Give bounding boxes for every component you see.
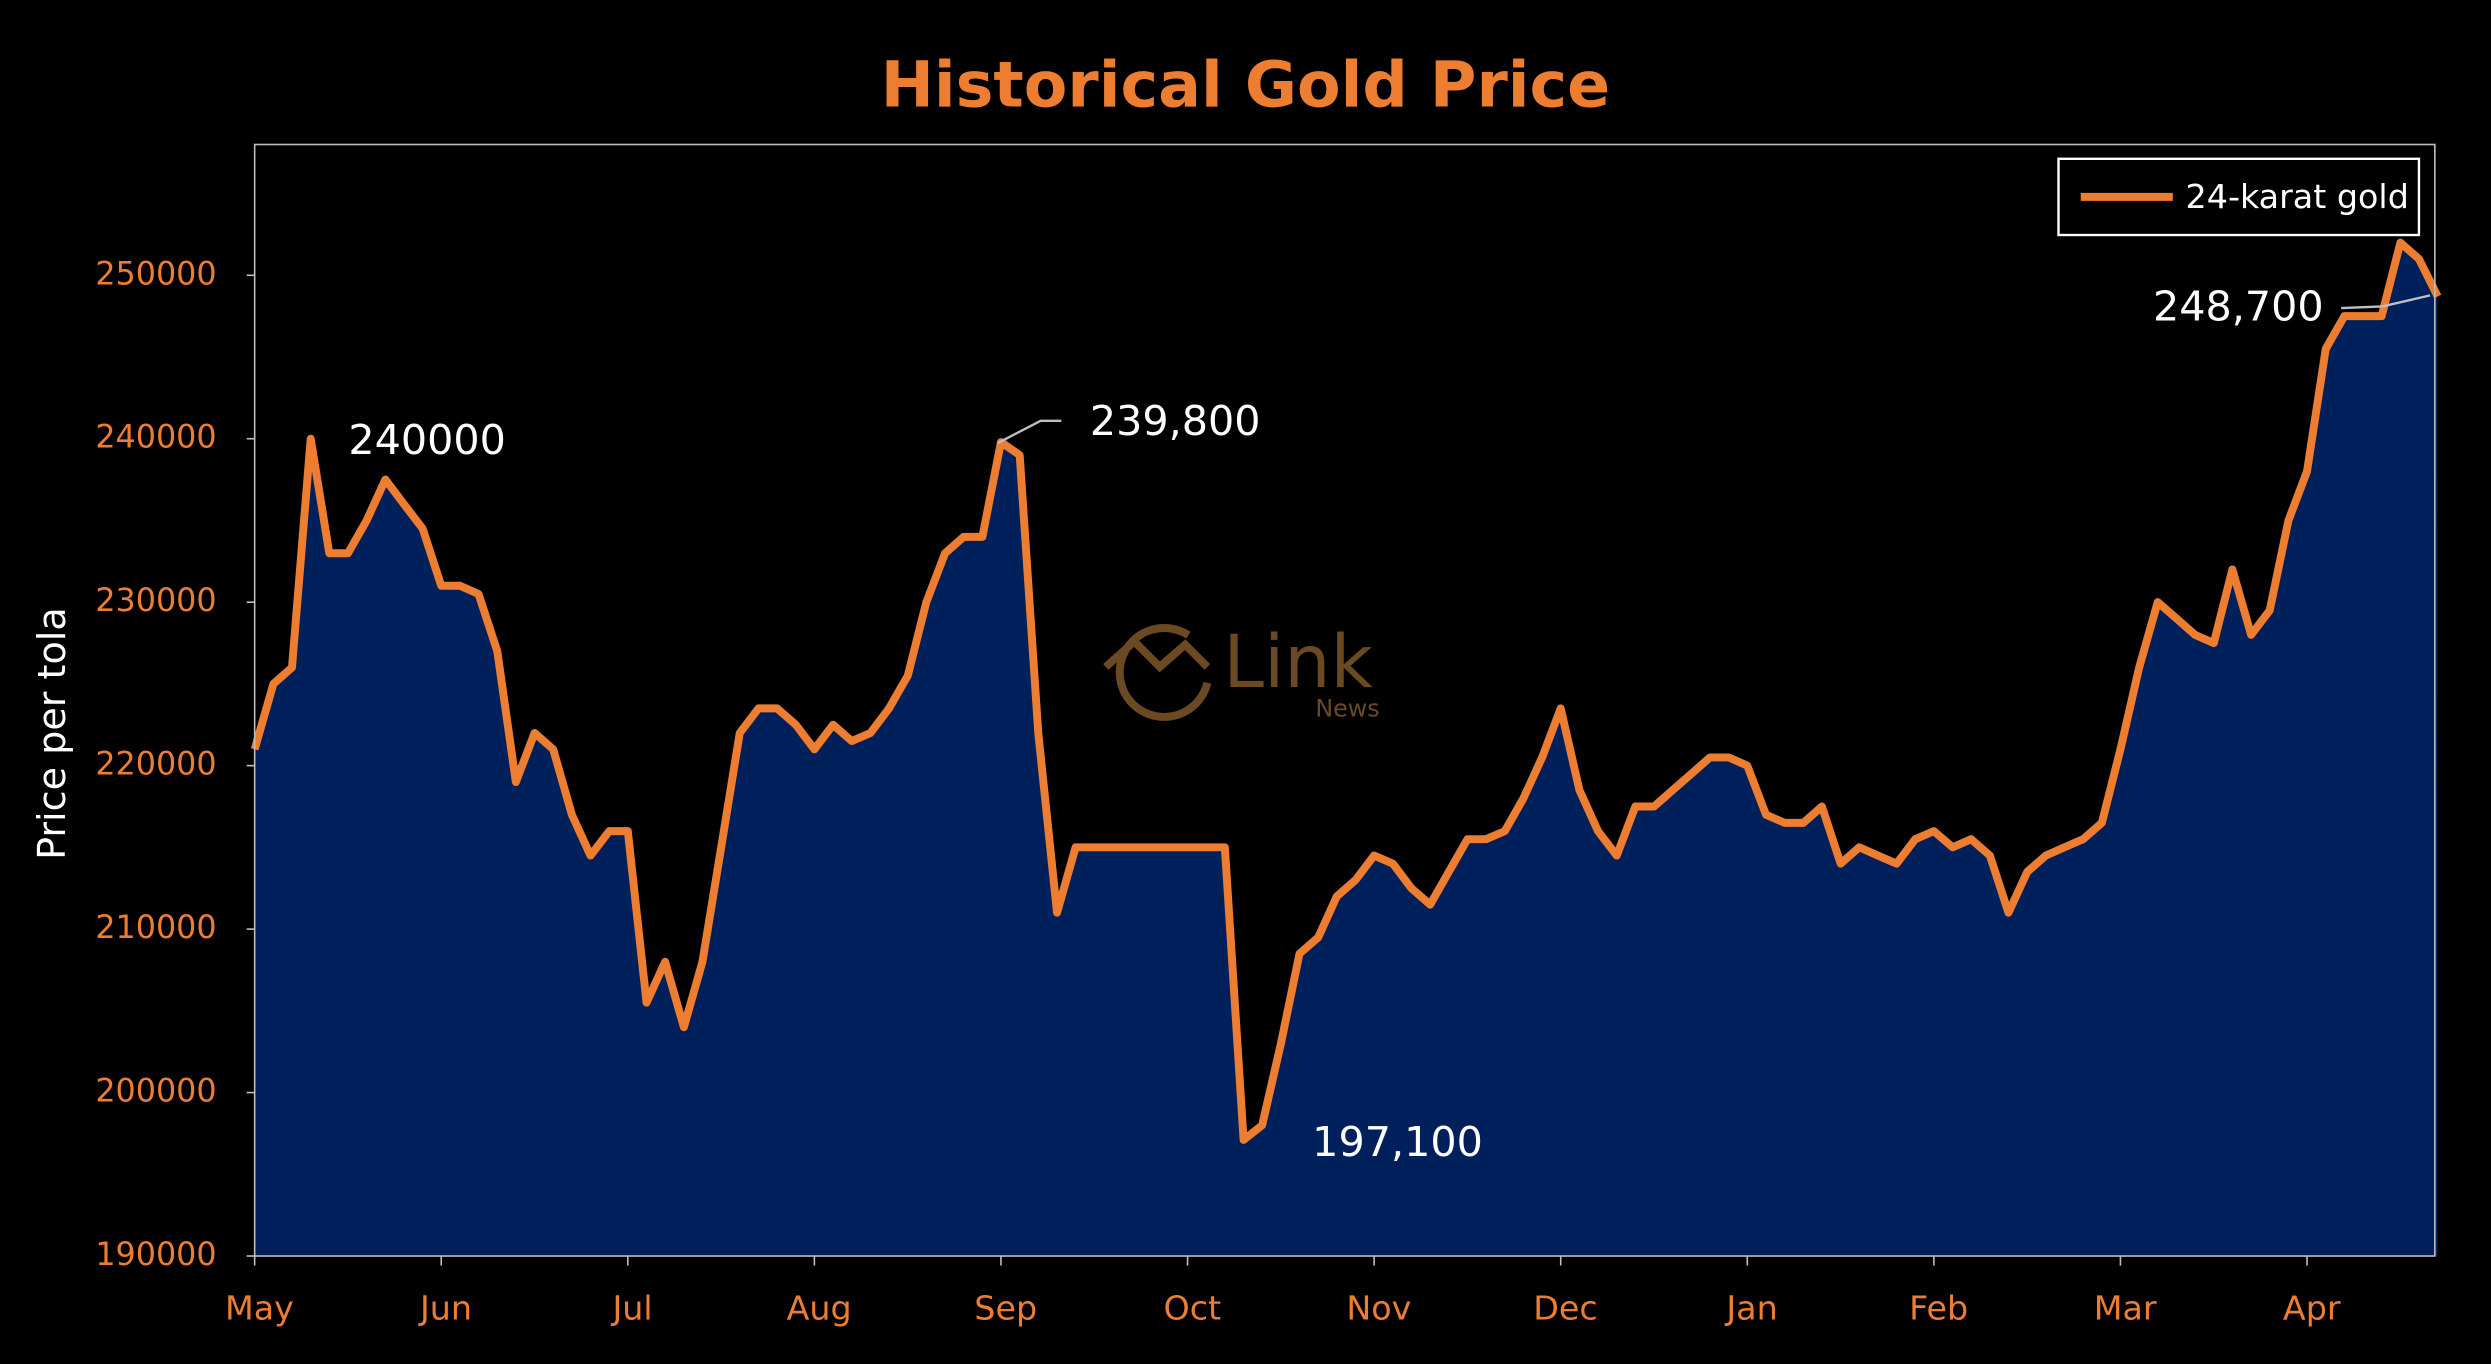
x-tick-label: Mar (2094, 1289, 2157, 1328)
line (250, 238, 2442, 1144)
x-tick-label: Sep (974, 1289, 1037, 1328)
y-tick-label: 220000 (95, 747, 216, 783)
area (254, 242, 2438, 1257)
x-tick-label: Aug (787, 1289, 852, 1328)
annotation: 248,700 (2153, 283, 2324, 331)
y-tick-label: 250000 (95, 256, 216, 292)
x-tick-label: Jul (610, 1289, 652, 1328)
x-tick-label: Dec (1533, 1289, 1598, 1328)
x-tick-label: Jun (418, 1289, 472, 1328)
y-tick-label: 210000 (95, 910, 216, 946)
x-tick-label: May (225, 1289, 294, 1328)
x-tick-label: Feb (1909, 1289, 1968, 1328)
annotation: 240000 (348, 416, 506, 464)
watermark-logo (1103, 624, 1212, 721)
annotation: 239,800 (1090, 397, 1261, 445)
x-tick-label: Apr (2283, 1289, 2341, 1328)
x-tick-label: Oct (1163, 1289, 1221, 1328)
y-tick-label: 190000 (95, 1237, 216, 1273)
annotation-leader (2341, 294, 2431, 310)
chart-title: Historical Gold Price (881, 48, 1611, 122)
y-tick-label: 200000 (95, 1074, 216, 1110)
legend-label: 24-karat gold (2186, 177, 2409, 216)
plot-frame (253, 143, 2436, 1257)
y-axis-label: Price per tola (30, 607, 74, 860)
x-tick-label: Nov (1346, 1289, 1411, 1328)
watermark: News (1315, 694, 1379, 722)
x-tick-label: Jan (1724, 1289, 1777, 1328)
y-tick-label: 240000 (95, 420, 216, 456)
watermark: Link (1223, 620, 1373, 705)
y-tick-label: 230000 (95, 583, 216, 619)
annotation: 197,100 (1312, 1118, 1483, 1166)
annotation-leader (997, 419, 1062, 445)
